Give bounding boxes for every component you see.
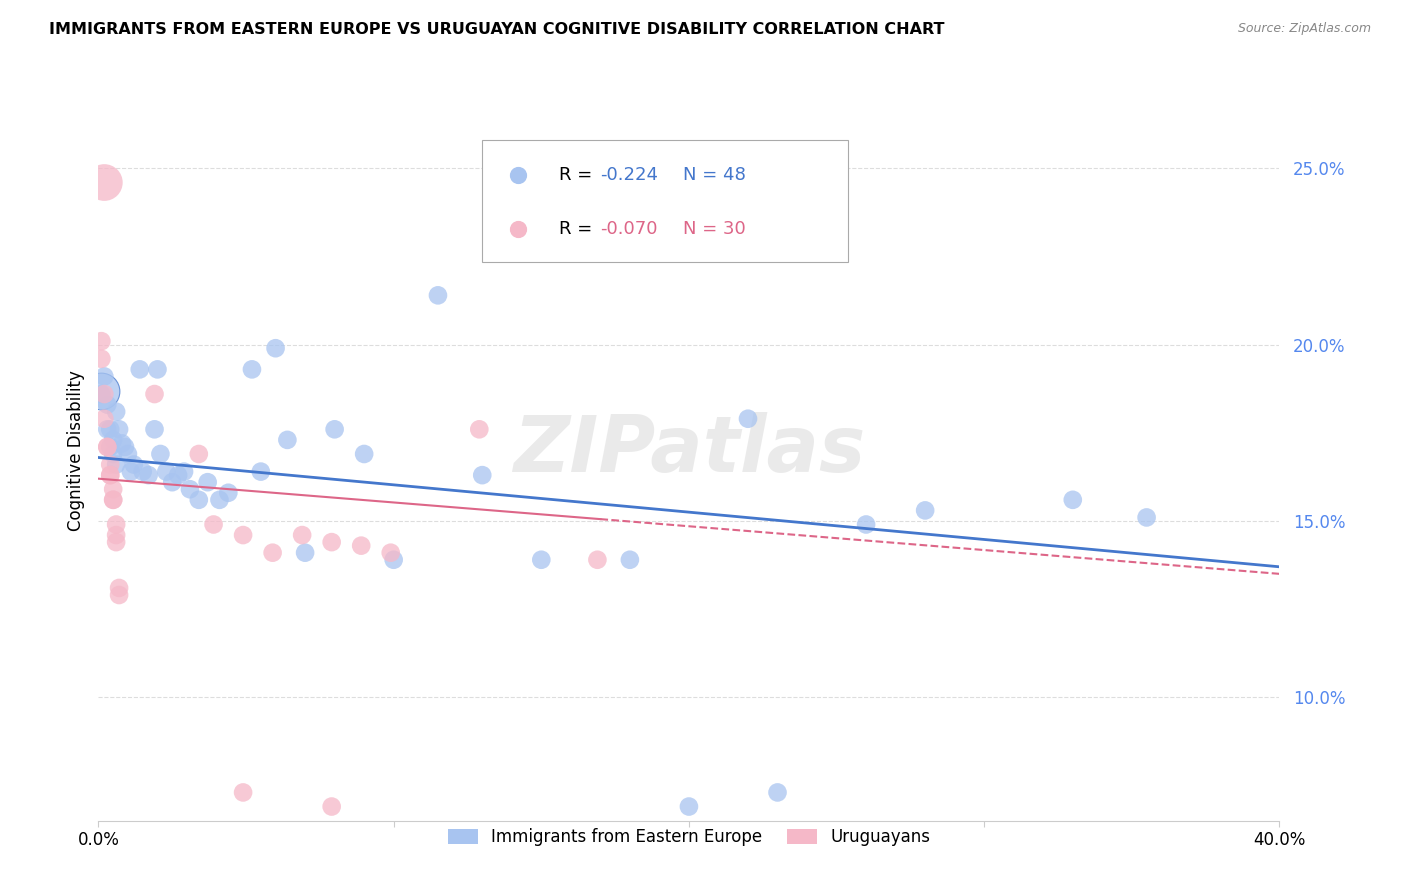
Text: -0.224: -0.224 — [600, 166, 658, 185]
Point — [427, 288, 450, 302]
Point — [321, 799, 343, 814]
Point — [98, 468, 121, 483]
Point — [232, 528, 254, 542]
Point — [105, 517, 128, 532]
Point — [187, 492, 209, 507]
Point — [96, 422, 118, 436]
Point — [98, 458, 121, 472]
Point — [93, 411, 115, 425]
Point — [468, 422, 491, 436]
Point — [471, 468, 494, 483]
Point — [530, 553, 553, 567]
Point — [262, 546, 284, 560]
Point — [128, 362, 150, 376]
Point — [111, 436, 134, 450]
Text: ZIPatlas: ZIPatlas — [513, 412, 865, 489]
Point — [173, 465, 195, 479]
Point — [380, 546, 402, 560]
Point — [240, 362, 263, 376]
Point — [105, 405, 128, 419]
Text: N = 48: N = 48 — [683, 166, 747, 185]
Point — [162, 475, 183, 490]
Point — [90, 334, 112, 348]
Point — [103, 492, 125, 507]
Point — [276, 433, 298, 447]
Point — [232, 785, 254, 799]
Point — [619, 553, 641, 567]
Point — [353, 447, 375, 461]
Point — [143, 422, 166, 436]
Point — [96, 398, 118, 412]
Point — [914, 503, 936, 517]
Point — [103, 433, 125, 447]
Point — [855, 517, 877, 532]
Point — [179, 482, 201, 496]
Point — [291, 528, 314, 542]
Text: IMMIGRANTS FROM EASTERN EUROPE VS URUGUAYAN COGNITIVE DISABILITY CORRELATION CHA: IMMIGRANTS FROM EASTERN EUROPE VS URUGUA… — [49, 22, 945, 37]
Point — [678, 799, 700, 814]
Point — [108, 581, 131, 595]
Point — [167, 468, 190, 483]
Point — [90, 384, 112, 398]
Point — [105, 458, 128, 472]
Point — [93, 176, 115, 190]
Point — [149, 447, 172, 461]
Point — [114, 440, 136, 454]
Text: R =: R = — [560, 220, 598, 238]
Point — [98, 440, 121, 454]
Point — [586, 553, 609, 567]
Point — [103, 482, 125, 496]
Point — [105, 528, 128, 542]
Point — [737, 411, 759, 425]
Point — [264, 341, 287, 355]
Point — [382, 553, 405, 567]
Point — [96, 440, 118, 454]
Text: R =: R = — [560, 166, 598, 185]
Point — [187, 447, 209, 461]
Legend: Immigrants from Eastern Europe, Uruguayans: Immigrants from Eastern Europe, Uruguaya… — [441, 822, 936, 853]
Point — [103, 492, 125, 507]
Point — [197, 475, 219, 490]
Point — [96, 440, 118, 454]
Point — [323, 422, 346, 436]
Point — [146, 362, 169, 376]
Point — [1062, 492, 1084, 507]
Point — [120, 465, 142, 479]
Text: -0.070: -0.070 — [600, 220, 658, 238]
Point — [321, 535, 343, 549]
Point — [208, 492, 231, 507]
Point — [105, 535, 128, 549]
Point — [143, 387, 166, 401]
Point — [350, 539, 373, 553]
Text: Source: ZipAtlas.com: Source: ZipAtlas.com — [1237, 22, 1371, 36]
Point — [250, 465, 273, 479]
Text: N = 30: N = 30 — [683, 220, 745, 238]
Point — [90, 387, 112, 401]
Point — [108, 588, 131, 602]
FancyBboxPatch shape — [482, 139, 848, 261]
Y-axis label: Cognitive Disability: Cognitive Disability — [66, 370, 84, 531]
Point — [202, 517, 225, 532]
Point — [117, 447, 139, 461]
Point — [93, 387, 115, 401]
Point — [138, 468, 160, 483]
Point — [217, 485, 239, 500]
Point — [98, 422, 121, 436]
Point — [122, 458, 145, 472]
Point — [90, 351, 112, 366]
Point — [132, 465, 155, 479]
Point — [1136, 510, 1159, 524]
Point — [108, 422, 131, 436]
Point — [766, 785, 789, 799]
Point — [103, 447, 125, 461]
Point — [294, 546, 316, 560]
Point — [98, 468, 121, 483]
Point — [93, 369, 115, 384]
Point — [155, 465, 177, 479]
